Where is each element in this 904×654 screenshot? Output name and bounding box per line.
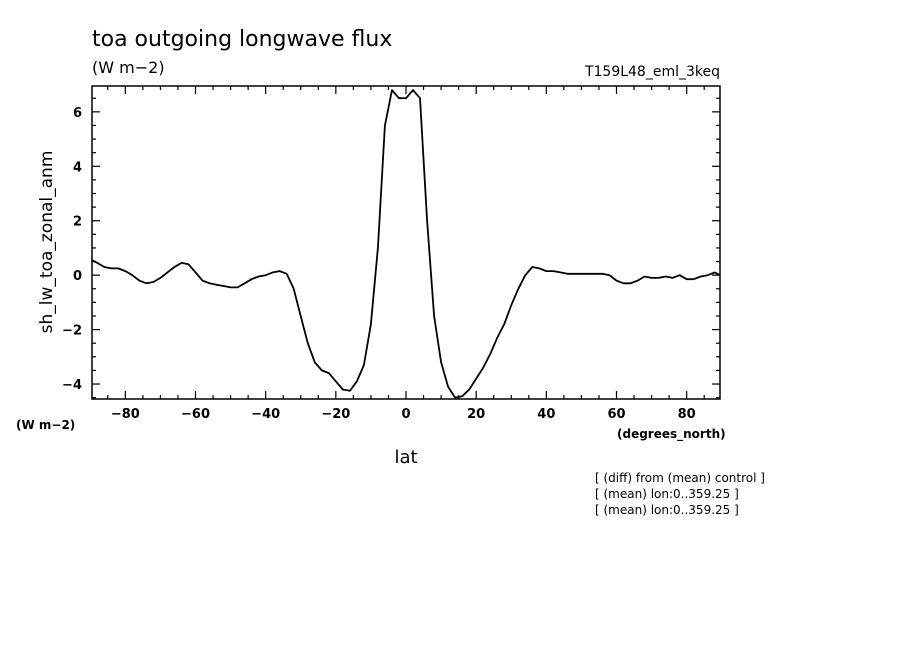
y-tick-label: −2: [62, 324, 82, 339]
x-axis-tick-labels: −80 −60 −40 −20 0 20 40 60 80: [111, 407, 696, 422]
run-label: T159L48_eml_3keq: [584, 64, 720, 80]
x-axis-unit: (degrees_north): [617, 427, 726, 442]
y-tick-label: 2: [73, 215, 82, 230]
y-tick-label: −4: [62, 378, 82, 393]
note-line-2: [ (mean) lon:0..359.25 ]: [595, 487, 739, 501]
plot-frame: [91, 85, 721, 400]
x-axis-ticks: [107, 86, 705, 399]
y-axis-unit: (W m−2): [16, 418, 75, 432]
x-tick-label: −20: [321, 407, 350, 422]
x-tick-label: 20: [467, 407, 485, 422]
chart-units: (W m−2): [92, 58, 165, 77]
x-tick-label: 80: [678, 407, 696, 422]
y-axis-ticks: [92, 97, 720, 399]
y-tick-label: 6: [73, 106, 82, 121]
y-tick-label: 0: [73, 269, 82, 284]
x-tick-label: −60: [181, 407, 210, 422]
y-axis-tick-labels: −4 −2 0 2 4 6: [62, 106, 82, 393]
x-axis-label: lat: [394, 447, 417, 468]
note-line-3: [ (mean) lon:0..359.25 ]: [595, 503, 739, 517]
x-tick-label: −80: [111, 407, 140, 422]
x-tick-label: 0: [401, 407, 410, 422]
x-tick-label: 40: [537, 407, 555, 422]
x-tick-label: −40: [251, 407, 280, 422]
chart-title: toa outgoing longwave flux: [92, 27, 392, 52]
series-line: [91, 89, 721, 399]
y-tick-label: 4: [73, 160, 82, 175]
x-tick-label: 60: [607, 407, 625, 422]
y-axis-label: sh_lw_toa_zonal_anm: [37, 151, 57, 334]
note-line-1: [ (diff) from (mean) control ]: [595, 471, 765, 485]
